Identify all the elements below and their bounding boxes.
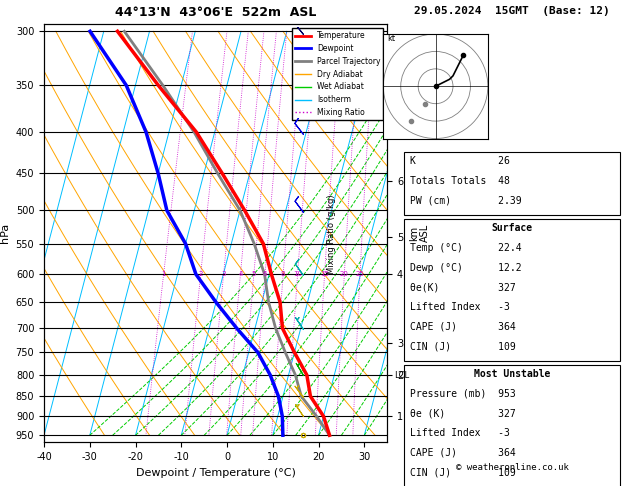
- Text: CIN (J)        109: CIN (J) 109: [410, 468, 516, 477]
- Text: K              26: K 26: [410, 156, 510, 166]
- Text: Most Unstable: Most Unstable: [474, 369, 550, 379]
- Title: 44°13'N  43°06'E  522m  ASL: 44°13'N 43°06'E 522m ASL: [115, 6, 316, 19]
- Text: 6: 6: [263, 271, 267, 277]
- Text: Lifted Index   -3: Lifted Index -3: [410, 302, 510, 312]
- Legend: Temperature, Dewpoint, Parcel Trajectory, Dry Adiabat, Wet Adiabat, Isotherm, Mi: Temperature, Dewpoint, Parcel Trajectory…: [292, 28, 384, 120]
- Text: Pressure (mb)  953: Pressure (mb) 953: [410, 389, 516, 399]
- Text: Temp (°C)      22.4: Temp (°C) 22.4: [410, 243, 522, 253]
- Text: Lifted Index   -3: Lifted Index -3: [410, 428, 510, 438]
- Text: Mixing Ratio (g/kg): Mixing Ratio (g/kg): [326, 195, 336, 274]
- Text: CAPE (J)       364: CAPE (J) 364: [410, 321, 516, 331]
- Text: PW (cm)        2.39: PW (cm) 2.39: [410, 195, 522, 205]
- Text: 20: 20: [340, 271, 349, 277]
- Text: CAPE (J)       364: CAPE (J) 364: [410, 448, 516, 458]
- Text: 10: 10: [293, 271, 302, 277]
- Text: 8: 8: [281, 271, 286, 277]
- Text: 1: 1: [162, 271, 166, 277]
- Text: Surface: Surface: [491, 223, 533, 233]
- Text: 15: 15: [320, 271, 329, 277]
- Text: 29.05.2024  15GMT  (Base: 12): 29.05.2024 15GMT (Base: 12): [414, 6, 610, 16]
- Text: θe(K)          327: θe(K) 327: [410, 282, 516, 292]
- Y-axis label: km
ASL: km ASL: [409, 224, 430, 243]
- Text: 25: 25: [355, 271, 364, 277]
- Text: 2: 2: [199, 271, 203, 277]
- Text: © weatheronline.co.uk: © weatheronline.co.uk: [455, 463, 569, 472]
- Text: CIN (J)        109: CIN (J) 109: [410, 341, 516, 351]
- Text: kt: kt: [387, 34, 395, 43]
- Text: 5: 5: [252, 271, 256, 277]
- X-axis label: Dewpoint / Temperature (°C): Dewpoint / Temperature (°C): [136, 468, 296, 478]
- Text: LCL: LCL: [394, 370, 409, 380]
- Y-axis label: hPa: hPa: [0, 223, 10, 243]
- Text: 3: 3: [221, 271, 226, 277]
- Text: Dewp (°C)      12.2: Dewp (°C) 12.2: [410, 262, 522, 273]
- Text: θe (K)         327: θe (K) 327: [410, 408, 516, 418]
- Text: Totals Totals  48: Totals Totals 48: [410, 175, 510, 186]
- Text: 4: 4: [238, 271, 243, 277]
